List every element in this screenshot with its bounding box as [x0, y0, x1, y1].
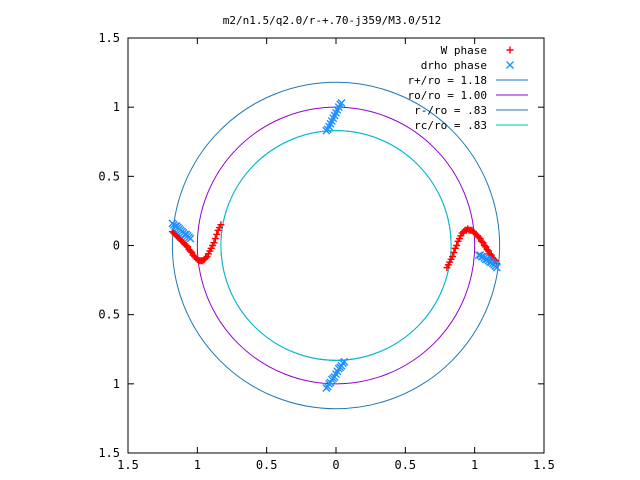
legend-marker [506, 46, 514, 54]
y-tick-label: 1 [113, 377, 120, 391]
y-tick-label: 0.5 [98, 169, 120, 183]
w-phase-point [211, 235, 219, 243]
legend-label: r+/ro = 1.18 [408, 74, 487, 87]
legend-label: r-/ro = .83 [414, 104, 487, 117]
y-tick-label: 1 [113, 100, 120, 114]
w-phase-point [450, 248, 458, 256]
y-tick-label: 0 [113, 239, 120, 253]
y-tick-label: 1.5 [98, 31, 120, 45]
y-tick-label: 1.5 [98, 446, 120, 460]
legend-label: rc/ro = .83 [414, 119, 487, 132]
x-tick-label: 1.5 [533, 458, 555, 472]
circle-series [171, 81, 501, 410]
x-tick-label: 1 [471, 458, 478, 472]
x-tick-label: 1.5 [117, 458, 139, 472]
w-phase-point [453, 242, 461, 249]
x-tick-label: 0.5 [256, 458, 278, 472]
legend-label: ro/ro = 1.00 [408, 89, 487, 102]
w-phase-point [448, 253, 456, 261]
w-phase-point [210, 239, 218, 247]
legend-label: drho phase [421, 59, 487, 72]
x-tick-label: 0 [332, 458, 339, 472]
legend-label: W phase [441, 44, 487, 57]
legend-marker [506, 61, 514, 69]
drho-phase-point [492, 263, 501, 272]
w-phase-point [483, 246, 491, 254]
w-phase-point [475, 233, 483, 241]
w-phase-point [480, 242, 488, 249]
w-phase-point [213, 230, 221, 238]
w-phase-point [202, 254, 210, 262]
x-tick-label: 1 [194, 458, 201, 472]
circle-series [196, 106, 476, 385]
circle-series [220, 130, 452, 361]
chart-title: m2/n1.5/q2.0/r-+.70-j359/M3.0/512 [223, 14, 442, 27]
w-phase-point [186, 247, 194, 255]
w-phase-point [217, 221, 225, 229]
drho-phase-point [186, 234, 195, 243]
w-phase-point [478, 237, 486, 245]
w-phase-point [182, 242, 190, 249]
circle-series [220, 130, 452, 361]
x-tick-label: 0.5 [394, 458, 416, 472]
y-tick-label: 0.5 [98, 308, 120, 322]
drho-phase-point [322, 383, 331, 392]
drho-phase-point [337, 99, 346, 108]
